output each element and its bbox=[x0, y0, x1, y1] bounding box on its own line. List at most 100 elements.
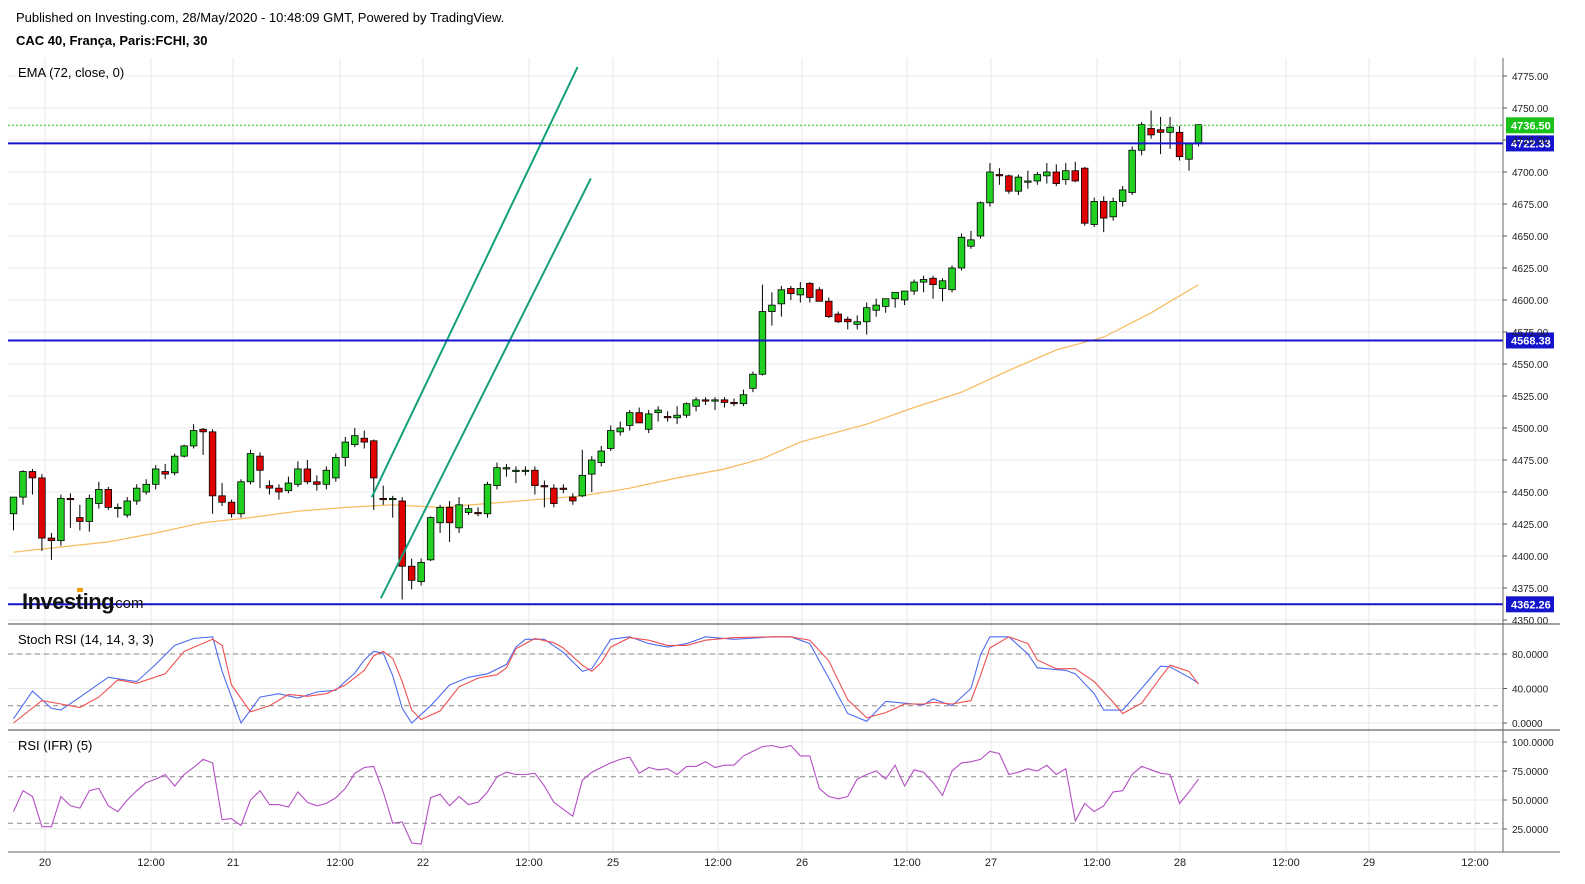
candle-body-up bbox=[57, 497, 65, 542]
candle bbox=[559, 484, 568, 494]
y-tick-label: 4625.00 bbox=[1512, 264, 1549, 275]
candle-body-up bbox=[114, 506, 122, 509]
horizontal-level-label: 4362.26 bbox=[1511, 599, 1551, 611]
candle bbox=[768, 292, 776, 326]
candle bbox=[550, 484, 558, 508]
candle bbox=[872, 298, 880, 317]
candle bbox=[322, 466, 331, 490]
last-price-badge bbox=[1506, 117, 1554, 134]
candle-body-up bbox=[502, 467, 511, 470]
candle bbox=[170, 453, 179, 476]
candle-body-up bbox=[332, 457, 340, 479]
candle-body-up bbox=[682, 403, 691, 416]
candle bbox=[218, 483, 226, 507]
candle-body-down bbox=[1100, 201, 1108, 219]
candle bbox=[863, 302, 871, 335]
candle bbox=[1185, 143, 1193, 171]
x-tick-label: 12:00 bbox=[137, 857, 165, 869]
candle-body-down bbox=[540, 485, 549, 488]
ema-indicator-label: EMA (72, close, 0) bbox=[18, 65, 124, 80]
candle-body-down bbox=[407, 565, 416, 581]
candle-body-up bbox=[711, 399, 719, 402]
candle-body-down bbox=[398, 500, 406, 567]
candle bbox=[995, 168, 1004, 185]
x-tick-label: 21 bbox=[227, 857, 239, 869]
candle bbox=[436, 504, 444, 533]
candle-body-up bbox=[938, 280, 947, 289]
y-tick-label: 4550.00 bbox=[1512, 360, 1549, 371]
candle bbox=[749, 371, 757, 393]
candle-body-up bbox=[294, 468, 302, 485]
y-axis-layer: 4350.00 4375.00 4400.00 4425.00 4450.00 4475.… bbox=[8, 58, 1560, 853]
candle-body-up bbox=[1033, 174, 1042, 182]
candle-body-down bbox=[275, 487, 283, 493]
candle bbox=[1147, 110, 1155, 139]
candle-body-up bbox=[284, 482, 293, 492]
candle bbox=[379, 485, 387, 505]
candle-body-down bbox=[995, 174, 1004, 177]
candle-body-down bbox=[370, 440, 378, 479]
grid bbox=[8, 58, 1503, 852]
candle-body-up bbox=[910, 281, 918, 292]
candle bbox=[929, 275, 937, 299]
candle-body-down bbox=[730, 401, 738, 405]
candle-body-up bbox=[853, 321, 861, 325]
candle-body-up bbox=[796, 288, 805, 296]
rsi-layer bbox=[12, 744, 1199, 845]
candle-body-down bbox=[550, 487, 558, 504]
candle-body-up bbox=[758, 311, 767, 375]
candle-body-down bbox=[1156, 129, 1165, 133]
candle bbox=[303, 460, 312, 485]
candle-body-up bbox=[768, 304, 776, 312]
candle bbox=[787, 285, 795, 300]
y-tick-label: 4575.00 bbox=[1512, 328, 1549, 339]
candle-body-down bbox=[66, 497, 75, 501]
horizontal-level-badge bbox=[1506, 596, 1554, 613]
candle-body-up bbox=[749, 373, 757, 389]
candle-body-up bbox=[957, 236, 966, 269]
y-tick-label: 4425.00 bbox=[1512, 520, 1549, 531]
candle bbox=[1071, 161, 1079, 183]
candle bbox=[256, 452, 264, 489]
x-tick-label: 12:00 bbox=[515, 857, 543, 869]
candle bbox=[151, 465, 160, 490]
candle-body-up bbox=[170, 455, 179, 474]
x-tick-label: 28 bbox=[1174, 857, 1186, 869]
candle bbox=[948, 265, 956, 293]
candle bbox=[1156, 116, 1165, 155]
rsi-line bbox=[12, 744, 1199, 845]
candle bbox=[900, 290, 909, 306]
candle-body-down bbox=[559, 487, 568, 490]
candle-body-up bbox=[1185, 143, 1193, 160]
candle-body-up bbox=[142, 483, 150, 493]
candle-body-down bbox=[635, 412, 643, 424]
candle-body-up bbox=[891, 291, 899, 300]
candle-body-down bbox=[1005, 175, 1013, 192]
candle-body-down bbox=[663, 416, 672, 419]
stoch-rsi-layer bbox=[13, 636, 1199, 725]
candle bbox=[445, 500, 454, 542]
candle-body-up bbox=[863, 307, 871, 323]
candle bbox=[1005, 174, 1013, 194]
candle bbox=[967, 230, 975, 249]
candle-body-down bbox=[929, 277, 937, 286]
candle-body-down bbox=[161, 471, 169, 475]
candle bbox=[910, 279, 918, 295]
candle bbox=[66, 493, 75, 528]
candle bbox=[1033, 172, 1042, 185]
candle-body-up bbox=[607, 430, 615, 449]
candle-body-up bbox=[777, 289, 786, 305]
candle-body-up bbox=[948, 267, 956, 291]
candle bbox=[284, 476, 293, 494]
y-tick-label: 25.0000 bbox=[1512, 825, 1549, 836]
candle bbox=[237, 479, 245, 518]
candle bbox=[38, 474, 46, 551]
candle-body-up bbox=[388, 497, 397, 501]
candle-body-up bbox=[151, 468, 160, 485]
candle bbox=[360, 430, 368, 449]
candle bbox=[114, 503, 122, 518]
candle bbox=[76, 504, 84, 531]
x-tick-label: 12:00 bbox=[1272, 857, 1300, 869]
candle-body-down bbox=[218, 495, 226, 503]
